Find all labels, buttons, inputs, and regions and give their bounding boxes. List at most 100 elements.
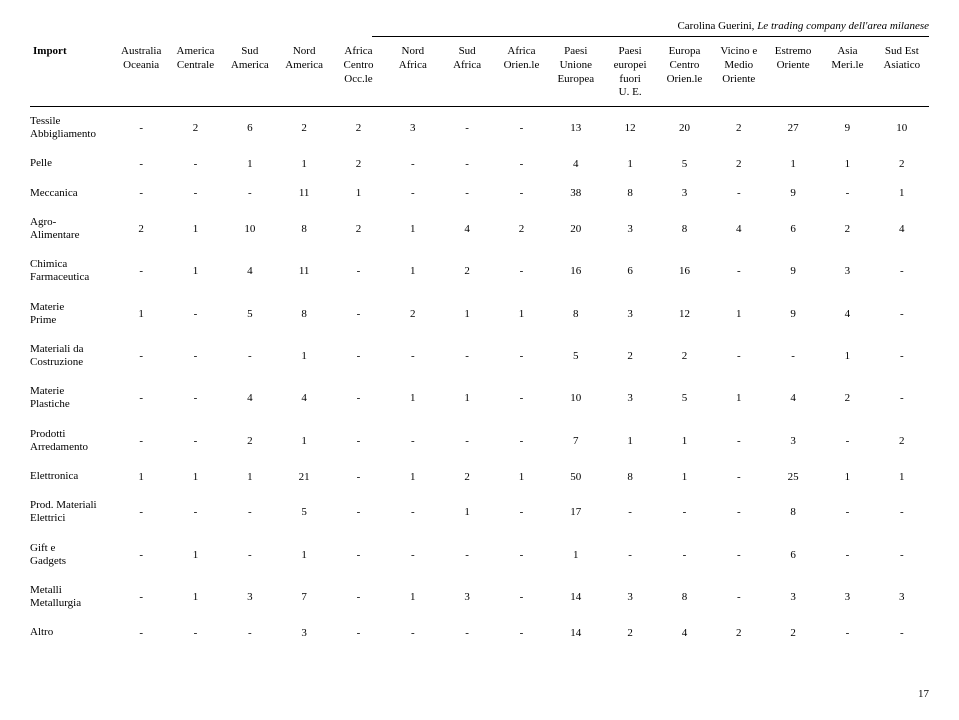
cell: 5 bbox=[657, 377, 711, 419]
cell: - bbox=[712, 534, 766, 576]
row-label: ProdottiArredamento bbox=[30, 420, 114, 462]
cell: 2 bbox=[114, 208, 168, 250]
cell: - bbox=[440, 335, 494, 377]
cell: - bbox=[331, 377, 385, 419]
cell: 1 bbox=[549, 534, 603, 576]
table-row: MetalliMetallurgia-137-13-1438-333 bbox=[30, 576, 929, 618]
cell: - bbox=[494, 420, 548, 462]
header-rule bbox=[372, 36, 929, 37]
cell: - bbox=[494, 576, 548, 618]
cell: 1 bbox=[820, 149, 874, 178]
cell: 25 bbox=[766, 462, 820, 491]
cell: 2 bbox=[494, 208, 548, 250]
cell: 10 bbox=[549, 377, 603, 419]
cell: 3 bbox=[603, 576, 657, 618]
col-header-0: AustraliaOceania bbox=[114, 43, 168, 107]
cell: - bbox=[766, 335, 820, 377]
cell: 1 bbox=[494, 293, 548, 335]
cell: - bbox=[114, 107, 168, 150]
cell: 1 bbox=[168, 534, 222, 576]
cell: 6 bbox=[603, 250, 657, 292]
cell: 3 bbox=[386, 107, 440, 150]
cell: 1 bbox=[386, 462, 440, 491]
cell: 5 bbox=[549, 335, 603, 377]
cell: 1 bbox=[277, 420, 331, 462]
cell: - bbox=[114, 149, 168, 178]
cell: 1 bbox=[223, 462, 277, 491]
cell: 8 bbox=[657, 576, 711, 618]
cell: - bbox=[386, 335, 440, 377]
cell: - bbox=[168, 420, 222, 462]
cell: - bbox=[386, 149, 440, 178]
cell: - bbox=[875, 335, 929, 377]
cell: - bbox=[603, 534, 657, 576]
table-row: Altro---3----142422-- bbox=[30, 618, 929, 647]
cell: 21 bbox=[277, 462, 331, 491]
cell: 1 bbox=[657, 420, 711, 462]
cell: - bbox=[712, 576, 766, 618]
row-label: Meccanica bbox=[30, 179, 114, 208]
cell: - bbox=[168, 149, 222, 178]
col-header-8: PaesiUnioneEuropea bbox=[549, 43, 603, 107]
table-row: Pelle--112---4152112 bbox=[30, 149, 929, 178]
cell: 11 bbox=[277, 179, 331, 208]
cell: 1 bbox=[712, 293, 766, 335]
cell: 2 bbox=[440, 250, 494, 292]
cell: - bbox=[712, 420, 766, 462]
cell: - bbox=[712, 335, 766, 377]
cell: - bbox=[657, 534, 711, 576]
cell: 3 bbox=[820, 250, 874, 292]
cell: 16 bbox=[657, 250, 711, 292]
cell: - bbox=[223, 618, 277, 647]
cell: 1 bbox=[168, 208, 222, 250]
cell: 3 bbox=[766, 576, 820, 618]
col-header-3: NordAmerica bbox=[277, 43, 331, 107]
cell: 9 bbox=[766, 179, 820, 208]
cell: - bbox=[331, 534, 385, 576]
cell: - bbox=[820, 420, 874, 462]
cell: - bbox=[875, 250, 929, 292]
cell: 1 bbox=[875, 179, 929, 208]
cell: 8 bbox=[657, 208, 711, 250]
cell: - bbox=[331, 293, 385, 335]
cell: - bbox=[331, 420, 385, 462]
cell: - bbox=[875, 491, 929, 533]
cell: 8 bbox=[603, 462, 657, 491]
col-header-5: NordAfrica bbox=[386, 43, 440, 107]
cell: 1 bbox=[440, 293, 494, 335]
cell: 8 bbox=[603, 179, 657, 208]
cell: - bbox=[331, 335, 385, 377]
cell: 3 bbox=[875, 576, 929, 618]
row-label: MetalliMetallurgia bbox=[30, 576, 114, 618]
cell: - bbox=[494, 107, 548, 150]
cell: - bbox=[494, 377, 548, 419]
cell: 11 bbox=[277, 250, 331, 292]
cell: 1 bbox=[766, 149, 820, 178]
cell: 1 bbox=[331, 179, 385, 208]
import-table: ImportAustraliaOceaniaAmericaCentraleSud… bbox=[30, 43, 929, 648]
cell: 1 bbox=[114, 293, 168, 335]
cell: 1 bbox=[168, 576, 222, 618]
col-header-6: SudAfrica bbox=[440, 43, 494, 107]
cell: 2 bbox=[168, 107, 222, 150]
cell: 17 bbox=[549, 491, 603, 533]
cell: - bbox=[820, 491, 874, 533]
table-corner: Import bbox=[30, 43, 114, 107]
cell: 3 bbox=[603, 208, 657, 250]
cell: - bbox=[168, 491, 222, 533]
cell: 3 bbox=[820, 576, 874, 618]
row-label: TessileAbbigliamento bbox=[30, 107, 114, 150]
cell: - bbox=[440, 534, 494, 576]
cell: - bbox=[820, 179, 874, 208]
cell: - bbox=[114, 491, 168, 533]
cell: 10 bbox=[223, 208, 277, 250]
cell: 8 bbox=[277, 293, 331, 335]
table-row: Meccanica---111---3883-9-1 bbox=[30, 179, 929, 208]
cell: 2 bbox=[386, 293, 440, 335]
cell: 3 bbox=[223, 576, 277, 618]
col-header-11: Vicino eMedioOriente bbox=[712, 43, 766, 107]
cell: - bbox=[168, 335, 222, 377]
table-row: Elettronica11121-1215081-2511 bbox=[30, 462, 929, 491]
cell: - bbox=[331, 618, 385, 647]
table-row: Materiali daCostruzione---1----522--1- bbox=[30, 335, 929, 377]
